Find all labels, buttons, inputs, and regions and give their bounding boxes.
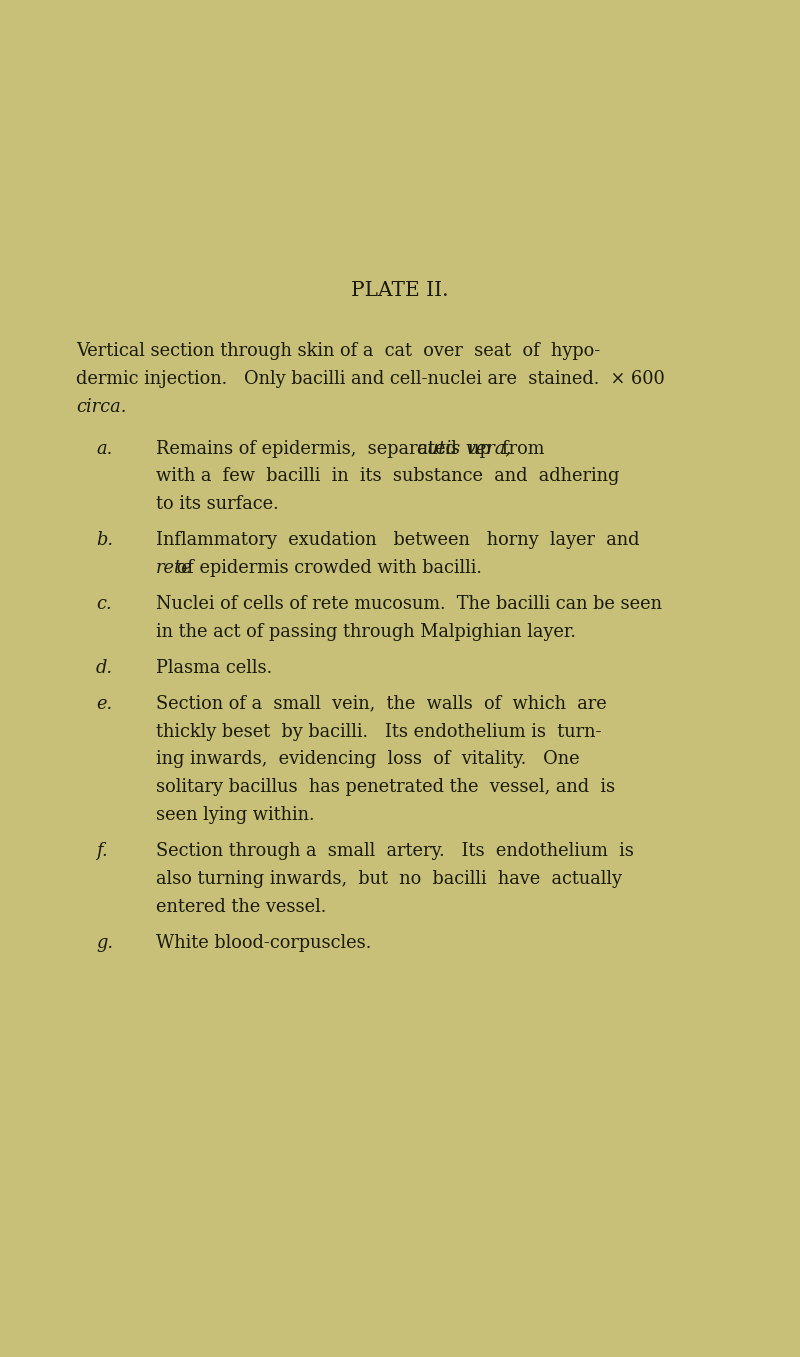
- Text: PLATE II.: PLATE II.: [351, 281, 449, 300]
- Text: entered the vessel.: entered the vessel.: [156, 898, 326, 916]
- Text: Section of a  small  vein,  the  walls  of  which  are: Section of a small vein, the walls of wh…: [156, 695, 606, 712]
- Text: cutis vera,: cutis vera,: [418, 440, 511, 457]
- Text: Inflammatory  exudation   between   horny  layer  and: Inflammatory exudation between horny lay…: [156, 531, 639, 550]
- Text: f.: f.: [96, 841, 108, 860]
- Text: Nuclei of cells of rete mucosum.  The bacilli can be seen: Nuclei of cells of rete mucosum. The bac…: [156, 594, 662, 613]
- Text: dermic injection.   Only bacilli and cell-nuclei are  stained.  × 600: dermic injection. Only bacilli and cell-…: [76, 369, 665, 388]
- Text: of epidermis crowded with bacilli.: of epidermis crowded with bacilli.: [171, 559, 482, 577]
- Text: to its surface.: to its surface.: [156, 495, 278, 513]
- Text: Vertical section through skin of a  cat  over  seat  of  hypo-: Vertical section through skin of a cat o…: [76, 342, 600, 360]
- Text: solitary bacillus  has penetrated the  vessel, and  is: solitary bacillus has penetrated the ves…: [156, 779, 615, 797]
- Text: Section through a  small  artery.   Its  endothelium  is: Section through a small artery. Its endo…: [156, 841, 634, 860]
- Text: also turning inwards,  but  no  bacilli  have  actually: also turning inwards, but no bacilli hav…: [156, 870, 622, 887]
- Text: b.: b.: [96, 531, 113, 550]
- Text: a.: a.: [96, 440, 112, 457]
- Text: with a  few  bacilli  in  its  substance  and  adhering: with a few bacilli in its substance and …: [156, 467, 619, 486]
- Text: seen lying within.: seen lying within.: [156, 806, 314, 824]
- Text: d.: d.: [96, 660, 113, 677]
- Text: thickly beset  by bacilli.   Its endothelium is  turn-: thickly beset by bacilli. Its endotheliu…: [156, 722, 602, 741]
- Text: White blood-corpuscles.: White blood-corpuscles.: [156, 934, 371, 951]
- Text: rete: rete: [156, 559, 193, 577]
- Text: circa.: circa.: [76, 398, 126, 415]
- Text: ing inwards,  evidencing  loss  of  vitality.   One: ing inwards, evidencing loss of vitality…: [156, 750, 580, 768]
- Text: e.: e.: [96, 695, 112, 712]
- Text: Plasma cells.: Plasma cells.: [156, 660, 272, 677]
- Text: in the act of passing through Malpighian layer.: in the act of passing through Malpighian…: [156, 623, 576, 641]
- Text: Remains of epidermis,  separated  up  from: Remains of epidermis, separated up from: [156, 440, 550, 457]
- Text: c.: c.: [96, 594, 112, 613]
- Text: g.: g.: [96, 934, 113, 951]
